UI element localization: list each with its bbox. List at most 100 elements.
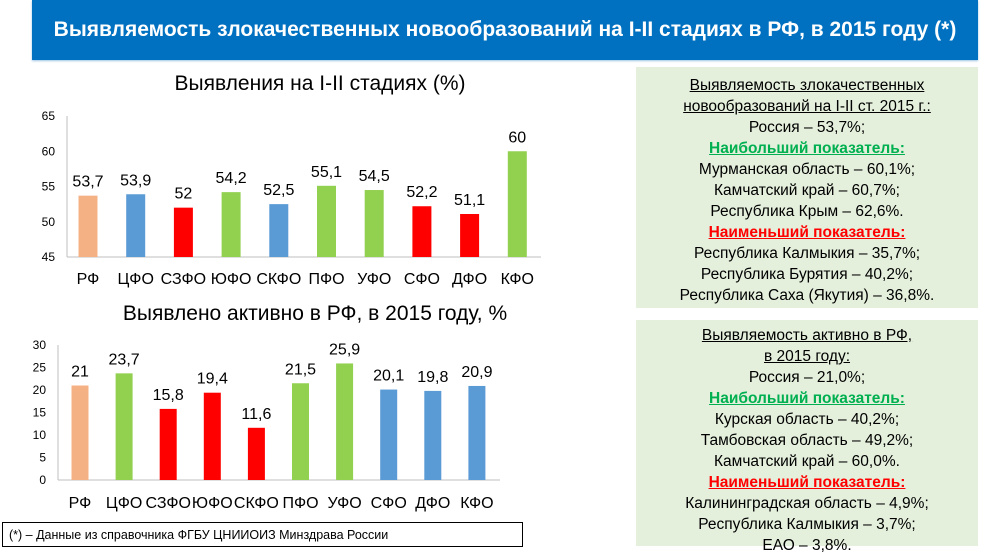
bar-ДФО (460, 213, 480, 257)
y-tick-label: 5 (39, 451, 46, 465)
worst-item: Республика Калмыкия – 3,7%; (698, 516, 916, 533)
panel-stages: Выявляемость злокачественных новообразов… (636, 67, 978, 308)
bar-РФ (78, 195, 98, 257)
bar-СФО (380, 389, 398, 480)
y-tick-label: 50 (42, 215, 56, 229)
data-label: 11,6 (241, 406, 271, 423)
x-tick-label: ЦФО (106, 495, 142, 512)
bar-УФО (364, 190, 384, 257)
best-item: Тамбовская область – 49,2%; (700, 432, 914, 449)
x-tick-label: СЗФО (145, 495, 190, 512)
data-label: 19,8 (417, 369, 448, 386)
bar-ЮФО (221, 192, 241, 257)
best-label: Наибольший показатель: (709, 390, 905, 407)
best-item: Мурманская область – 60,1%; (698, 161, 916, 178)
x-tick-label: ПФО (282, 495, 318, 512)
bar-ЦФО (126, 194, 146, 257)
data-label: 52,2 (406, 184, 437, 201)
bar-КФО (507, 151, 527, 257)
bar-УФО (336, 363, 354, 480)
best-item: Республика Крым – 62,6%. (710, 203, 904, 220)
panel-heading: новообразований на I-II ст. 2015 г.: (683, 98, 931, 115)
data-label: 23,7 (109, 351, 140, 368)
x-tick-label: СКФО (256, 271, 301, 288)
best-label: Наибольший показатель: (709, 140, 905, 157)
bar-СЗФО (173, 207, 193, 257)
data-label: 55,1 (311, 164, 342, 181)
data-label: 52 (175, 186, 193, 203)
best-item: Курская область – 40,2%; (714, 411, 900, 428)
charts: 455055606553,7РФ53,9ЦФО52СЗФО54,2ЮФО52,5… (33, 109, 541, 512)
worst-item: Калининградская область – 4,9%; (685, 495, 929, 512)
bar-ЦФО (115, 373, 133, 480)
bar-СФО (412, 206, 432, 257)
worst-label: Наименьший показатель: (708, 474, 906, 491)
panel-heading: Выявляемость активно в РФ, (701, 327, 913, 344)
x-tick-label: УФО (327, 495, 361, 512)
x-tick-label: ЦФО (117, 271, 153, 288)
x-tick-label: КФО (501, 271, 534, 288)
x-tick-label: КФО (460, 495, 493, 512)
chart1-title: Выявления на I-II стадиях (%) (174, 72, 466, 95)
data-label: 53,9 (120, 172, 151, 189)
best-item: Камчатский край – 60,0%. (714, 453, 900, 470)
x-tick-label: СКФО (234, 495, 279, 512)
y-tick-label: 0 (39, 473, 46, 487)
russia-value: Россия – 21,0%; (748, 369, 866, 386)
data-label: 19,4 (197, 371, 228, 388)
y-tick-label: 20 (33, 383, 47, 397)
worst-item: Республика Бурятия – 40,2%; (700, 266, 914, 283)
data-label: 15,8 (153, 387, 184, 404)
x-tick-label: ДФО (415, 495, 450, 512)
worst-label: Наименьший показатель: (708, 224, 906, 241)
worst-item: Республика Калмыкия – 35,7%; (693, 245, 921, 262)
x-tick-label: СФО (404, 271, 440, 288)
best-item: Камчатский край – 60,7%; (714, 182, 900, 199)
data-label: 20,9 (461, 364, 492, 381)
x-tick-label: УФО (357, 271, 391, 288)
x-tick-label: ПФО (308, 271, 344, 288)
data-label: 21,5 (285, 361, 316, 378)
y-tick-label: 30 (33, 338, 47, 352)
data-label: 54,5 (359, 168, 390, 185)
bar-КФО (468, 385, 486, 480)
y-tick-label: 15 (33, 406, 47, 420)
y-tick-label: 55 (42, 180, 56, 194)
chart2-title: Выявлено активно в РФ, в 2015 году, % (122, 302, 508, 325)
data-label: 20,1 (373, 368, 404, 385)
y-tick-label: 60 (42, 144, 56, 158)
worst-item: Республика Саха (Якутия) – 36,8%. (679, 287, 935, 304)
data-label: 52,5 (263, 182, 294, 199)
data-label: 51,1 (454, 192, 485, 209)
bar-ЮФО (203, 392, 221, 480)
x-tick-label: ДФО (452, 271, 487, 288)
data-label: 53,7 (72, 174, 103, 191)
y-tick-label: 45 (42, 250, 56, 264)
x-tick-label: ЮФО (192, 495, 233, 512)
data-label: 21 (71, 364, 89, 381)
panel-heading: Выявляемость злокачественных (689, 77, 925, 94)
bar-ПФО (317, 185, 336, 257)
y-tick-label: 10 (33, 428, 47, 442)
bar-РФ (71, 385, 89, 480)
footnote: (*) – Данные из справочника ФГБУ ЦНИИОИЗ… (2, 522, 523, 547)
slide-title: Выявляемость злокачественных новообразов… (32, 0, 978, 60)
panel-active: Выявляемость активно в РФ, в 2015 году: … (636, 320, 978, 554)
x-tick-label: СФО (371, 495, 407, 512)
x-tick-label: РФ (69, 495, 92, 512)
bar-ДФО (424, 390, 442, 480)
bar-ПФО (292, 383, 309, 480)
bar-СКФО (247, 427, 265, 480)
data-label: 60 (508, 129, 526, 146)
y-tick-label: 65 (42, 109, 56, 123)
x-tick-label: РФ (77, 271, 100, 288)
x-tick-label: ЮФО (211, 271, 252, 288)
panel-heading: в 2015 году: (763, 348, 851, 365)
y-tick-label: 25 (33, 361, 47, 375)
worst-item: ЕАО – 3,8%. (762, 537, 852, 554)
bar-СКФО (269, 204, 289, 257)
data-label: 54,2 (216, 170, 247, 187)
bar-СЗФО (159, 408, 177, 480)
russia-value: Россия – 53,7%; (748, 119, 866, 136)
x-tick-label: СЗФО (161, 271, 206, 288)
